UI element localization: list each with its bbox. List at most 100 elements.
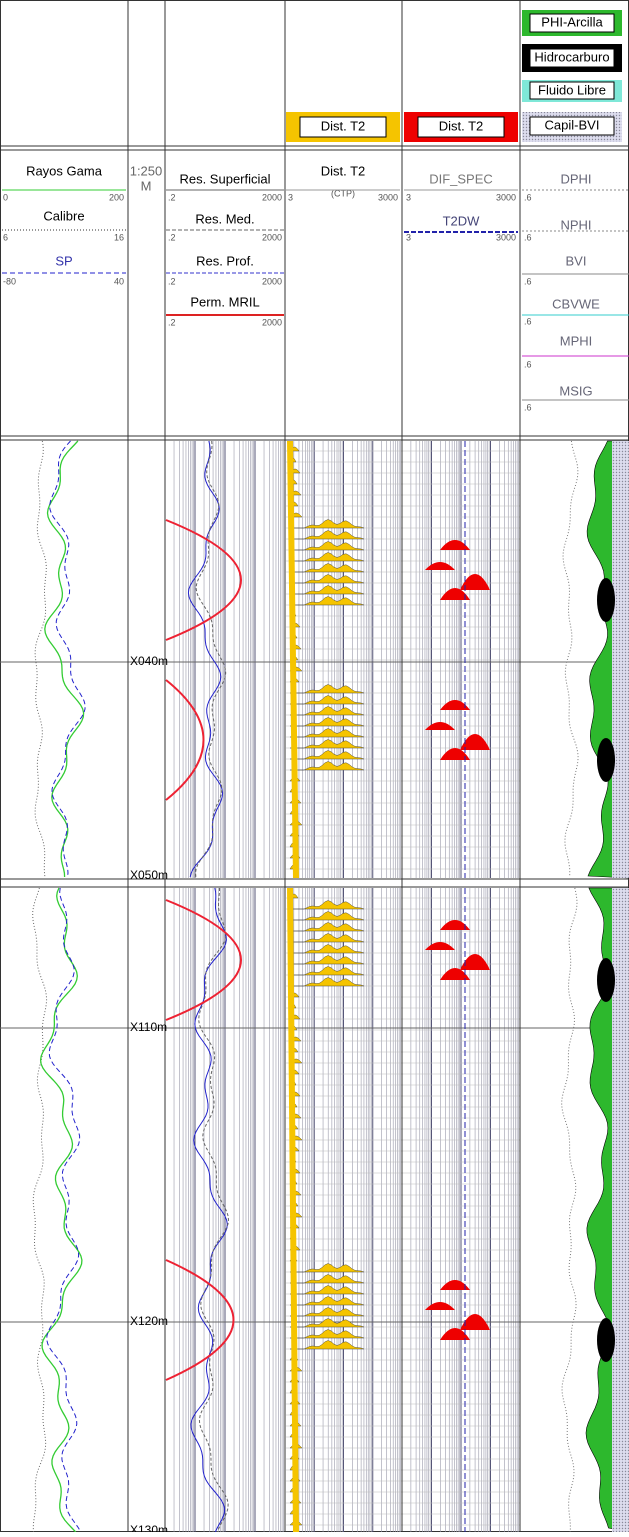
hc-fill — [597, 578, 615, 622]
perm-curve — [165, 1259, 235, 1381]
scale-label: 2000 — [262, 276, 282, 286]
t2-dist — [290, 1318, 365, 1328]
scale-label: 3 — [406, 192, 411, 202]
scale-label: .6 — [524, 276, 532, 286]
bvi-fill — [612, 888, 629, 1532]
depth-unit: M — [141, 178, 152, 193]
t2-dist — [290, 552, 365, 562]
spec-peak — [440, 748, 470, 760]
bvi-fill — [612, 441, 629, 878]
track-label: Res. Prof. — [196, 253, 254, 268]
track-label: Rayos Gama — [26, 163, 103, 178]
t2-dist — [290, 761, 365, 771]
scale-label: 3000 — [496, 232, 516, 242]
scale-label: 2000 — [262, 232, 282, 242]
legend-label: Dist. T2 — [321, 118, 366, 133]
spec-peak — [440, 700, 470, 710]
legend-label: Fluido Libre — [538, 82, 606, 97]
depth-scale: 1:250 — [130, 163, 163, 178]
t2-dist — [290, 1340, 365, 1350]
depth-label: X040m — [130, 654, 168, 668]
t2-dist — [290, 728, 365, 738]
t2-dist — [290, 750, 365, 760]
track-label: Res. Med. — [195, 211, 254, 226]
t2-dist — [290, 739, 365, 749]
res-curve — [190, 887, 228, 1533]
scale-label: 40 — [114, 276, 124, 286]
hc-fill — [597, 1318, 615, 1362]
nphi-curve — [561, 887, 578, 1533]
spec-peak — [425, 722, 455, 730]
scale-label: .2 — [168, 276, 176, 286]
scale-label: .6 — [524, 192, 532, 202]
track-label: SP — [55, 253, 72, 268]
legend-label: PHI-Arcilla — [541, 14, 603, 29]
spec-peak — [460, 574, 490, 590]
scale-label: .2 — [168, 317, 176, 327]
t2-dist — [290, 684, 365, 694]
t2-dist — [290, 1296, 365, 1306]
legend-label: Capil-BVI — [545, 117, 600, 132]
spec-peak — [460, 954, 490, 970]
depth-label: X110m — [130, 1020, 167, 1034]
t2-dist — [290, 1263, 365, 1273]
t2-base — [287, 887, 299, 1533]
spec-peak — [440, 540, 470, 550]
t2-dist — [290, 519, 365, 529]
sp-curve — [49, 440, 86, 878]
t2-dist — [290, 695, 365, 705]
t2-dist — [290, 933, 365, 943]
res-curve — [198, 888, 230, 1533]
track-label: BVI — [566, 253, 587, 268]
perm-curve — [165, 519, 242, 641]
caliper-curve — [32, 887, 48, 1533]
t2-dist — [290, 900, 365, 910]
t2-dist — [290, 977, 365, 987]
scale-label: 2000 — [262, 192, 282, 202]
scale-label: .6 — [524, 359, 532, 369]
track-label: Perm. MRIL — [190, 294, 259, 309]
t2-dist — [290, 1285, 365, 1295]
res-curve — [187, 440, 224, 878]
res-curve — [194, 440, 227, 878]
legend-label: Hidrocarburo — [534, 49, 609, 64]
t2-dist — [290, 955, 365, 965]
spec-peak — [440, 1280, 470, 1290]
track-label: CBVWE — [552, 296, 600, 311]
scale-label: .6 — [524, 232, 532, 242]
spec-peak — [440, 920, 470, 930]
depth-label: X130m — [130, 1523, 168, 1532]
t2-dist — [290, 585, 365, 595]
depth-label: X120m — [130, 1314, 168, 1328]
t2-dist — [290, 1274, 365, 1284]
scale-label: .2 — [168, 192, 176, 202]
scale-label: 6 — [3, 232, 8, 242]
t2-dist — [290, 596, 365, 606]
spec-peak — [425, 1302, 455, 1310]
t2-dist — [290, 706, 365, 716]
scale-label: 2000 — [262, 317, 282, 327]
scale-label: 0 — [3, 192, 8, 202]
track-label: Dist. T2 — [321, 163, 366, 178]
t2-dist — [290, 541, 365, 551]
scale-label: .2 — [168, 232, 176, 242]
t2-base — [287, 440, 299, 879]
spec-peak — [440, 1328, 470, 1340]
spec-peak — [425, 942, 455, 950]
scale-label: .6 — [524, 402, 532, 412]
track-sub: (CTP) — [331, 188, 355, 198]
t2-dist — [290, 922, 365, 932]
t2-dist — [290, 1329, 365, 1339]
depth-label: X050m — [130, 868, 168, 882]
scale-label: .6 — [524, 316, 532, 326]
caliper-curve — [34, 440, 47, 878]
hc-fill — [597, 958, 615, 1002]
scale-label: -80 — [3, 276, 16, 286]
scale-label: 3000 — [496, 192, 516, 202]
scale-label: 3000 — [378, 192, 398, 202]
track-label: T2DW — [443, 213, 481, 228]
t2-dist — [290, 574, 365, 584]
spec-peak — [460, 1314, 490, 1330]
scale-label: 200 — [109, 192, 124, 202]
track-label: Res. Superficial — [179, 171, 270, 186]
